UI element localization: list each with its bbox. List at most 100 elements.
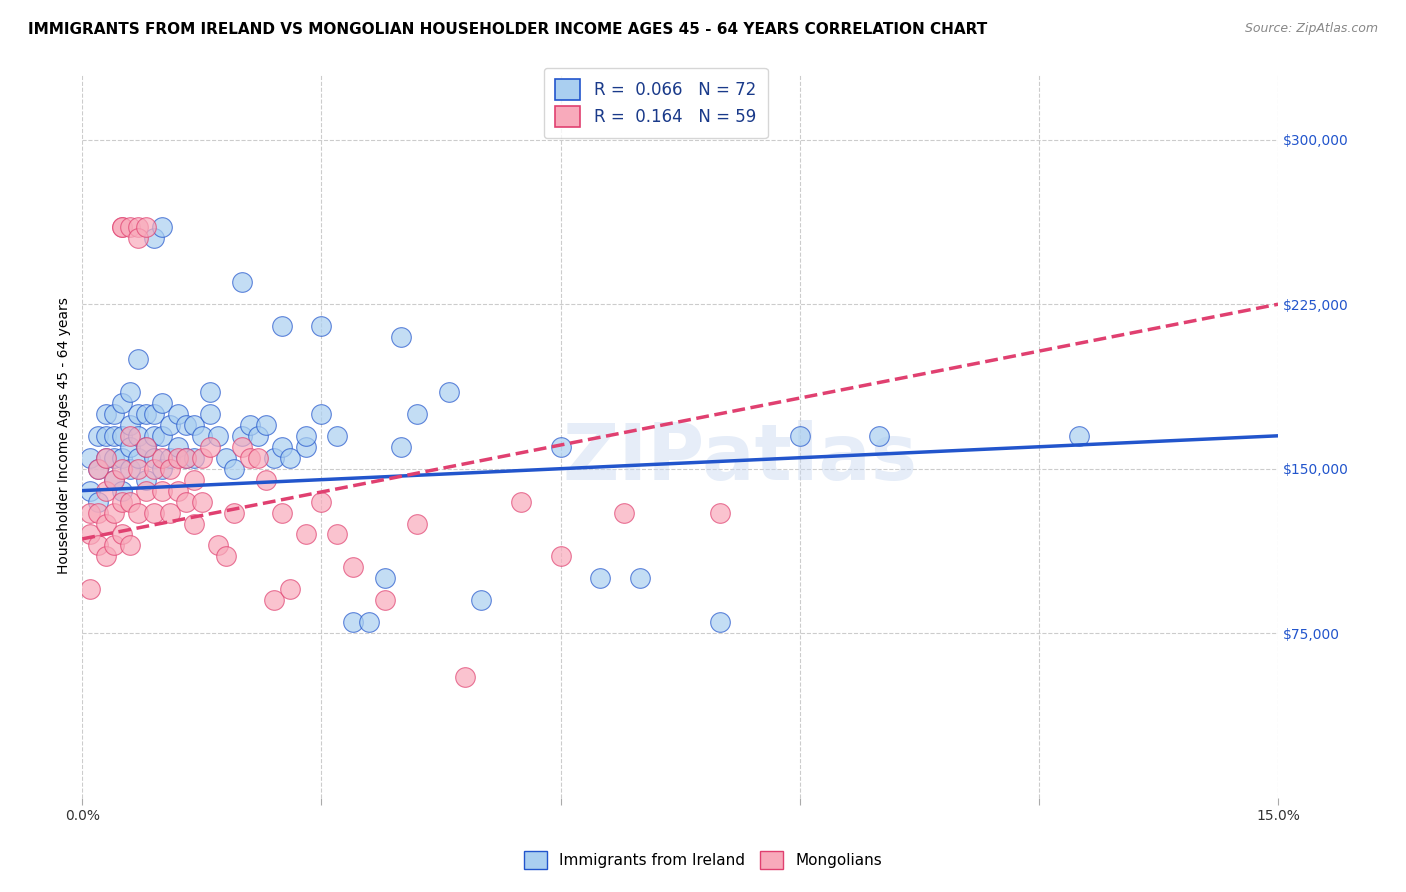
- Legend: R =  0.066   N = 72, R =  0.164   N = 59: R = 0.066 N = 72, R = 0.164 N = 59: [544, 68, 768, 138]
- Text: Source: ZipAtlas.com: Source: ZipAtlas.com: [1244, 22, 1378, 36]
- Point: [135, 440, 157, 454]
- Point: [135, 440, 157, 454]
- Point: [246, 450, 269, 465]
- Point: [359, 615, 381, 630]
- Point: [120, 429, 142, 443]
- Point: [239, 450, 262, 465]
- Point: [79, 483, 101, 498]
- Point: [127, 352, 149, 367]
- Point: [120, 384, 142, 399]
- Point: [470, 593, 492, 607]
- Point: [127, 407, 149, 421]
- Point: [207, 539, 229, 553]
- Point: [311, 494, 333, 508]
- Point: [120, 220, 142, 235]
- Point: [103, 429, 125, 443]
- Point: [1067, 429, 1090, 443]
- Text: IMMIGRANTS FROM IRELAND VS MONGOLIAN HOUSEHOLDER INCOME AGES 45 - 64 YEARS CORRE: IMMIGRANTS FROM IRELAND VS MONGOLIAN HOU…: [28, 22, 987, 37]
- Point: [254, 473, 277, 487]
- Point: [550, 440, 572, 454]
- Point: [150, 396, 173, 410]
- Point: [174, 494, 197, 508]
- Point: [143, 461, 166, 475]
- Point: [326, 527, 349, 541]
- Point: [111, 527, 134, 541]
- Point: [191, 450, 214, 465]
- Point: [127, 220, 149, 235]
- Point: [150, 461, 173, 475]
- Point: [79, 450, 101, 465]
- Point: [167, 407, 190, 421]
- Point: [96, 429, 118, 443]
- Y-axis label: Householder Income Ages 45 - 64 years: Householder Income Ages 45 - 64 years: [58, 297, 72, 574]
- Point: [143, 506, 166, 520]
- Point: [222, 461, 245, 475]
- Point: [278, 450, 301, 465]
- Point: [150, 429, 173, 443]
- Point: [406, 407, 429, 421]
- Point: [120, 440, 142, 454]
- Point: [294, 429, 316, 443]
- Point: [222, 506, 245, 520]
- Point: [191, 494, 214, 508]
- Point: [869, 429, 891, 443]
- Point: [311, 319, 333, 334]
- Point: [270, 319, 292, 334]
- Point: [454, 670, 477, 684]
- Point: [159, 417, 181, 432]
- Point: [311, 407, 333, 421]
- Point: [389, 330, 412, 344]
- Point: [111, 220, 134, 235]
- Point: [167, 450, 190, 465]
- Point: [191, 429, 214, 443]
- Point: [87, 461, 110, 475]
- Point: [231, 275, 253, 289]
- Point: [96, 483, 118, 498]
- Point: [103, 506, 125, 520]
- Point: [143, 231, 166, 245]
- Point: [150, 220, 173, 235]
- Point: [120, 539, 142, 553]
- Point: [79, 582, 101, 597]
- Point: [120, 494, 142, 508]
- Point: [159, 461, 181, 475]
- Point: [246, 429, 269, 443]
- Point: [87, 506, 110, 520]
- Point: [120, 417, 142, 432]
- Point: [294, 527, 316, 541]
- Point: [79, 506, 101, 520]
- Point: [278, 582, 301, 597]
- Point: [231, 440, 253, 454]
- Point: [613, 506, 636, 520]
- Point: [103, 539, 125, 553]
- Point: [198, 440, 221, 454]
- Point: [143, 450, 166, 465]
- Point: [326, 429, 349, 443]
- Point: [135, 473, 157, 487]
- Point: [96, 549, 118, 564]
- Point: [239, 417, 262, 432]
- Point: [374, 571, 396, 585]
- Point: [215, 549, 238, 564]
- Point: [207, 429, 229, 443]
- Point: [96, 450, 118, 465]
- Point: [342, 615, 364, 630]
- Point: [263, 450, 285, 465]
- Point: [263, 593, 285, 607]
- Point: [270, 506, 292, 520]
- Point: [389, 440, 412, 454]
- Point: [254, 417, 277, 432]
- Point: [87, 494, 110, 508]
- Point: [174, 450, 197, 465]
- Point: [198, 407, 221, 421]
- Point: [103, 473, 125, 487]
- Point: [174, 450, 197, 465]
- Point: [120, 461, 142, 475]
- Point: [159, 506, 181, 520]
- Point: [96, 516, 118, 531]
- Point: [167, 483, 190, 498]
- Point: [709, 615, 731, 630]
- Point: [143, 407, 166, 421]
- Point: [79, 527, 101, 541]
- Point: [111, 429, 134, 443]
